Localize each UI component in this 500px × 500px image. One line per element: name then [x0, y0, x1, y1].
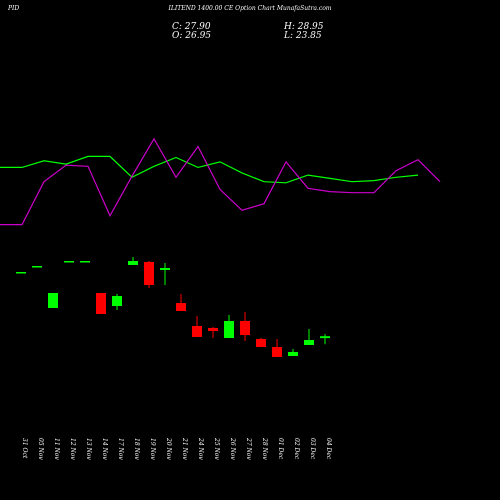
candle-body	[288, 352, 298, 356]
candle-body	[64, 261, 74, 263]
x-tick-label: 05 Nov	[37, 438, 44, 460]
candle-body	[48, 293, 58, 308]
candle-body	[272, 347, 282, 357]
x-tick-label: 24 Nov	[197, 437, 204, 460]
candle-body	[32, 266, 42, 268]
candle-body	[320, 336, 330, 339]
x-tick-label: 01 Dec	[277, 438, 284, 460]
candle	[192, 316, 202, 337]
candle-body	[256, 339, 266, 347]
candle	[128, 257, 138, 265]
candle	[96, 293, 106, 314]
candle	[144, 261, 154, 288]
x-tick-label: 19 Nov	[149, 438, 156, 460]
candle-body	[96, 293, 106, 314]
candle-body	[304, 340, 314, 345]
x-tick-label: 31 Oct	[21, 438, 28, 459]
candle-body	[144, 262, 154, 285]
candle	[176, 294, 186, 311]
candle	[320, 334, 330, 345]
x-tick-label: 17 Nov	[117, 438, 124, 460]
candle	[48, 293, 58, 308]
candle-body	[112, 296, 122, 306]
chart-symbol: PID	[7, 5, 19, 12]
candle	[64, 261, 74, 263]
candle	[256, 338, 266, 347]
candle	[160, 263, 170, 285]
high-label: H: 28.95	[283, 22, 324, 32]
x-tick-label: 28 Nov	[261, 437, 268, 460]
candle	[208, 327, 218, 338]
close-label: C: 27.90	[172, 22, 211, 32]
x-tick-label: 18 Nov	[133, 438, 140, 460]
x-tick-label: 20 Nov	[165, 437, 172, 460]
candle	[272, 339, 282, 357]
x-tick-label: 02 Dec	[293, 438, 300, 460]
candle-body	[192, 326, 202, 337]
x-tick-label: 13 Nov	[85, 438, 92, 460]
candle-body	[224, 321, 234, 338]
indicator-line-2	[0, 137, 441, 226]
x-tick-label: 14 Nov	[101, 438, 108, 460]
candle-body	[176, 303, 186, 311]
x-tick-label: 26 Nov	[229, 437, 236, 460]
candle	[304, 329, 314, 345]
candle	[240, 312, 250, 341]
x-tick-label: 11 Nov	[53, 438, 60, 460]
x-tick-label: 04 Dec	[325, 438, 332, 460]
candle	[32, 266, 42, 268]
candle-body	[16, 272, 26, 274]
candle-body	[128, 261, 138, 265]
candle	[288, 349, 298, 356]
candle	[80, 261, 90, 263]
candle-body	[240, 321, 250, 335]
chart-title: ILITEND 1400.00 CE Option Chart MunafaSu…	[167, 5, 331, 12]
open-label: O: 26.95	[172, 31, 211, 41]
candlesticks	[16, 257, 330, 357]
x-tick-label: 12 Nov	[69, 438, 76, 460]
x-tick-label: 03 Dec	[309, 438, 316, 460]
candle-body	[208, 328, 218, 331]
indicator-lines	[0, 137, 441, 226]
x-tick-label: 21 Nov	[181, 437, 188, 460]
low-label: L: 23.85	[283, 31, 322, 41]
candle-body	[80, 261, 90, 263]
indicator-line-1	[0, 155, 419, 184]
x-tick-label: 27 Nov	[245, 437, 252, 460]
candle	[224, 315, 234, 338]
x-axis-tick-labels: 31 Oct 05 Nov 11 Nov 12 Nov 13 Nov 14 Nov 17 N…	[21, 437, 332, 460]
x-tick-label: 25 Nov	[213, 437, 220, 460]
candle	[112, 294, 122, 310]
candle	[16, 272, 26, 274]
candle-body	[160, 268, 170, 270]
